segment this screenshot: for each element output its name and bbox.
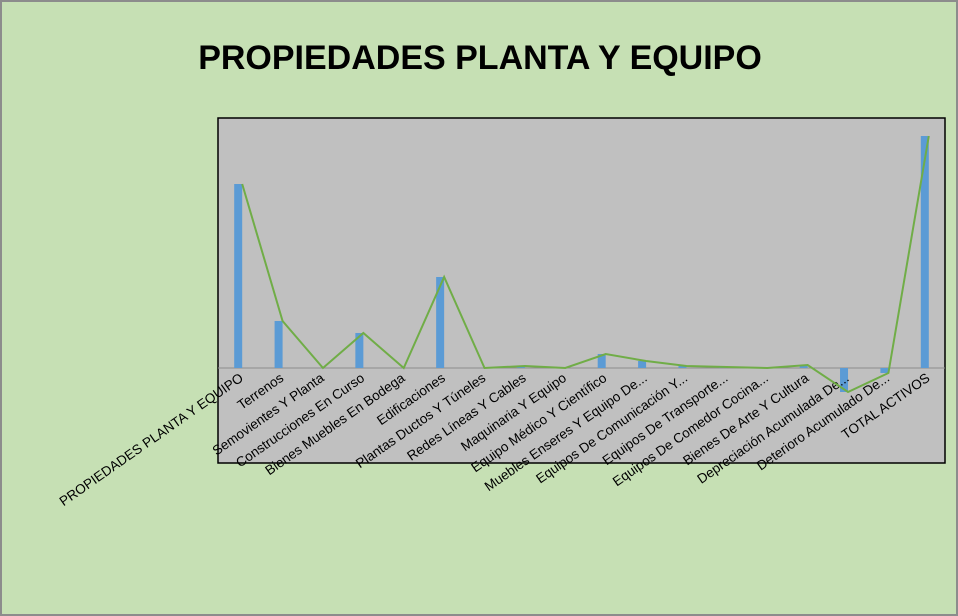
bar bbox=[638, 361, 647, 368]
bar bbox=[234, 184, 243, 368]
bar bbox=[678, 366, 687, 368]
bar bbox=[436, 277, 445, 368]
bar bbox=[355, 333, 364, 368]
bar bbox=[799, 365, 808, 368]
bar bbox=[597, 354, 606, 368]
line bbox=[241, 135, 930, 394]
bar bbox=[840, 368, 849, 392]
bar bbox=[274, 321, 283, 368]
bar bbox=[920, 136, 929, 368]
bar bbox=[880, 368, 889, 373]
chart-title: PROPIEDADES PLANTA Y EQUIPO bbox=[198, 39, 762, 77]
plot-area bbox=[217, 117, 946, 464]
